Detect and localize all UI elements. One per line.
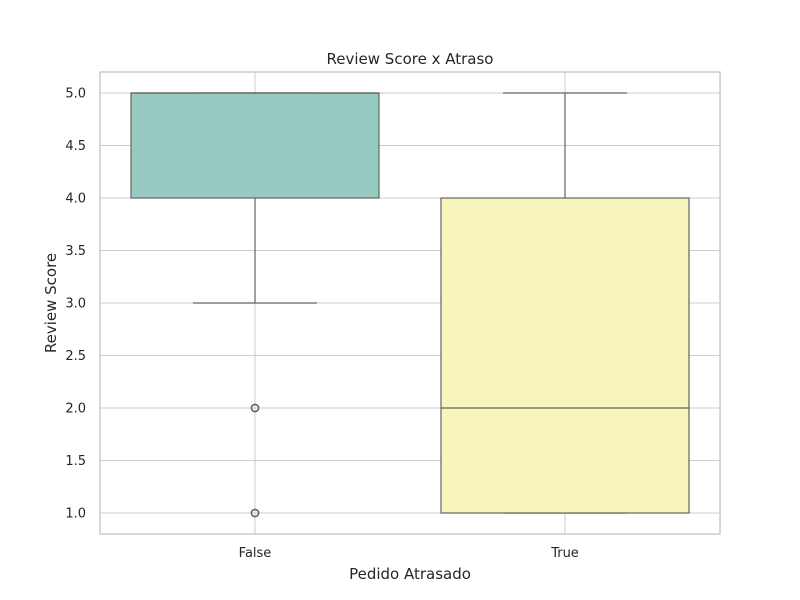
y-axis-label: Review Score xyxy=(42,253,60,353)
plot-frame xyxy=(99,71,721,535)
y-tick-label: 1.0 xyxy=(65,507,86,522)
box-false xyxy=(130,92,380,199)
x-tick-label: False xyxy=(239,546,272,561)
plot-area: 1.0 1.5 2.0 2.5 3.0 3.5 4.0 4.5 5.0 False True xyxy=(65,71,721,561)
y-tick-label: 3.0 xyxy=(65,297,86,312)
chart-title: Review Score x Atraso xyxy=(327,50,494,68)
y-tick-label: 4.0 xyxy=(65,192,86,207)
y-tick-label: 5.0 xyxy=(65,87,86,102)
outlier-point xyxy=(250,508,260,518)
y-tick-label: 2.5 xyxy=(65,349,86,364)
box-true xyxy=(440,197,690,514)
x-axis-label: Pedido Atrasado xyxy=(349,565,471,583)
y-tick-label: 4.5 xyxy=(65,139,86,154)
y-tick-label: 3.5 xyxy=(65,244,86,259)
y-tick-label: 2.0 xyxy=(65,402,86,417)
x-tick-label: True xyxy=(550,546,579,561)
y-tick-label: 1.5 xyxy=(65,454,86,469)
outlier-point xyxy=(250,403,260,413)
